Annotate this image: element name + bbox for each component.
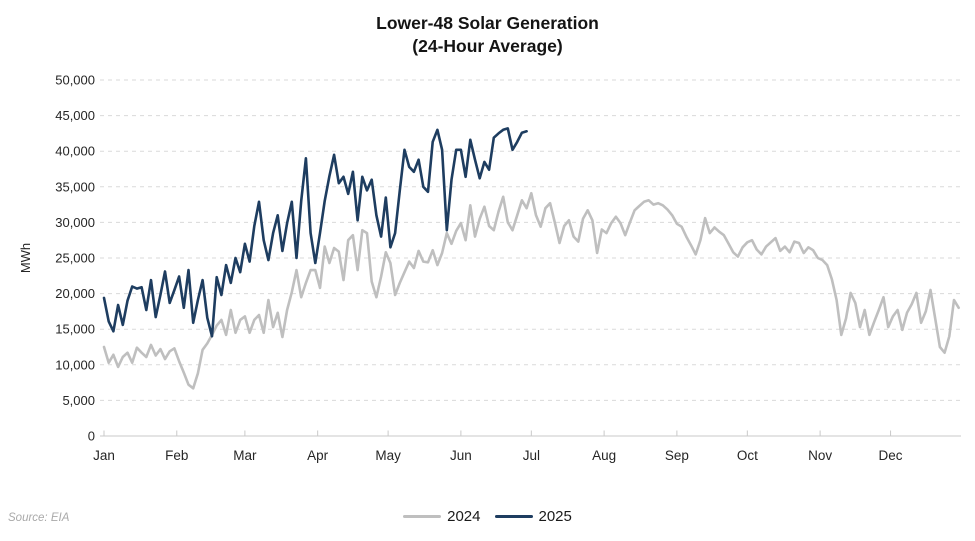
legend-label-2025: 2025 <box>538 508 572 525</box>
x-tick-label: May <box>375 448 401 463</box>
y-tick-label: 45,000 <box>55 108 95 123</box>
y-tick-label: 30,000 <box>55 215 95 230</box>
x-tick-label: Apr <box>307 448 329 463</box>
y-tick-label: 20,000 <box>55 286 95 301</box>
x-tick-label: Jan <box>93 448 115 463</box>
series-line-2024 <box>102 191 961 390</box>
y-tick-label: 10,000 <box>55 357 95 372</box>
series-line-2025 <box>102 127 528 338</box>
x-tick-label: Aug <box>592 448 616 463</box>
x-tick-label: Feb <box>165 448 188 463</box>
y-tick-label: 5,000 <box>62 393 95 408</box>
legend-swatch-2025 <box>494 514 533 519</box>
legend-item-2025: 2025 <box>494 508 572 525</box>
x-tick-label: Sep <box>665 448 689 463</box>
legend-item-2024: 2024 <box>403 508 481 525</box>
x-tick-label: Mar <box>233 448 257 463</box>
legend-label-2024: 2024 <box>447 508 481 525</box>
legend-swatch-2024 <box>403 514 442 519</box>
chart-title: Lower-48 Solar Generation (24-Hour Avera… <box>0 12 975 58</box>
y-tick-label: 35,000 <box>55 179 95 194</box>
legend: 2024 2025 <box>0 508 975 525</box>
x-tick-label: Oct <box>737 448 758 463</box>
y-tick-label: 15,000 <box>55 322 95 337</box>
chart-title-line1: Lower-48 Solar Generation <box>376 13 599 33</box>
source-note: Source: EIA <box>8 512 70 524</box>
chart-title-line2: (24-Hour Average) <box>412 36 563 56</box>
x-tick-label: Nov <box>808 448 832 463</box>
y-tick-label: 50,000 <box>55 73 95 88</box>
y-axis-unit-label: MWh <box>18 243 33 273</box>
x-tick-label: Jul <box>523 448 540 463</box>
x-tick-label: Jun <box>450 448 472 463</box>
y-tick-label: 40,000 <box>55 144 95 159</box>
y-tick-label: 0 <box>88 429 95 444</box>
y-tick-label: 25,000 <box>55 251 95 266</box>
x-tick-label: Dec <box>879 448 903 463</box>
